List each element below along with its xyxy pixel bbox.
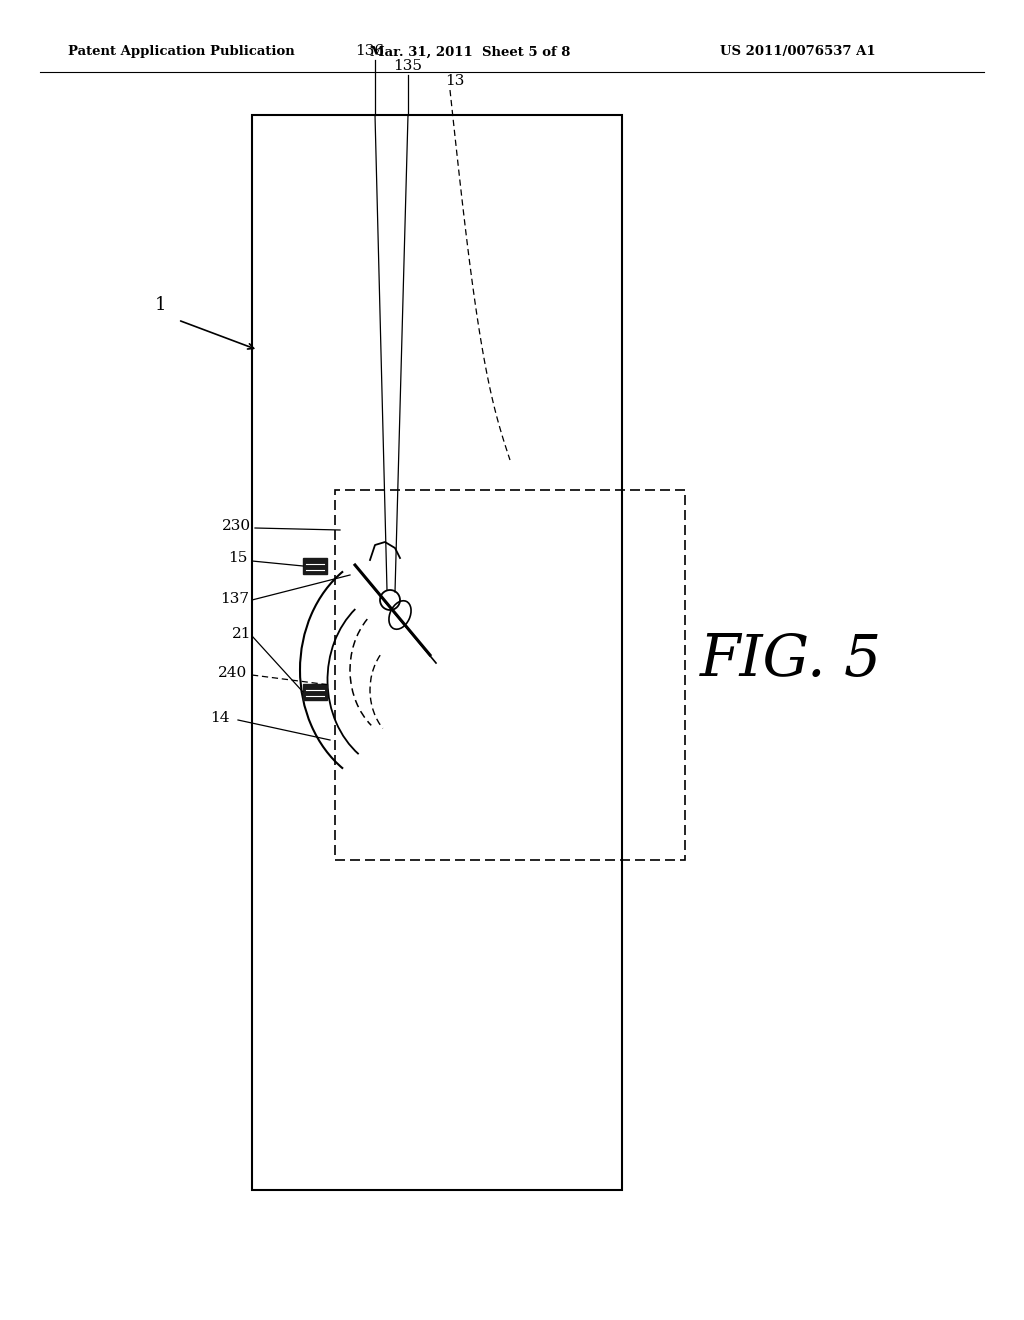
Text: 136: 136: [355, 44, 385, 58]
Bar: [303, 558, 327, 574]
Text: 135: 135: [393, 59, 423, 73]
Text: 240: 240: [218, 667, 247, 680]
Text: 21: 21: [232, 627, 252, 642]
Text: 13: 13: [445, 74, 465, 88]
Text: 230: 230: [222, 519, 251, 533]
Text: 15: 15: [228, 550, 248, 565]
Bar: [335, 490, 685, 861]
Text: Mar. 31, 2011  Sheet 5 of 8: Mar. 31, 2011 Sheet 5 of 8: [370, 45, 570, 58]
Bar: [252, 115, 622, 1191]
Text: US 2011/0076537 A1: US 2011/0076537 A1: [720, 45, 876, 58]
Bar: [303, 684, 327, 700]
Text: 137: 137: [220, 591, 249, 606]
Text: Patent Application Publication: Patent Application Publication: [68, 45, 295, 58]
Text: 1: 1: [155, 296, 167, 314]
Text: FIG. 5: FIG. 5: [700, 632, 882, 688]
Text: 14: 14: [210, 711, 229, 725]
